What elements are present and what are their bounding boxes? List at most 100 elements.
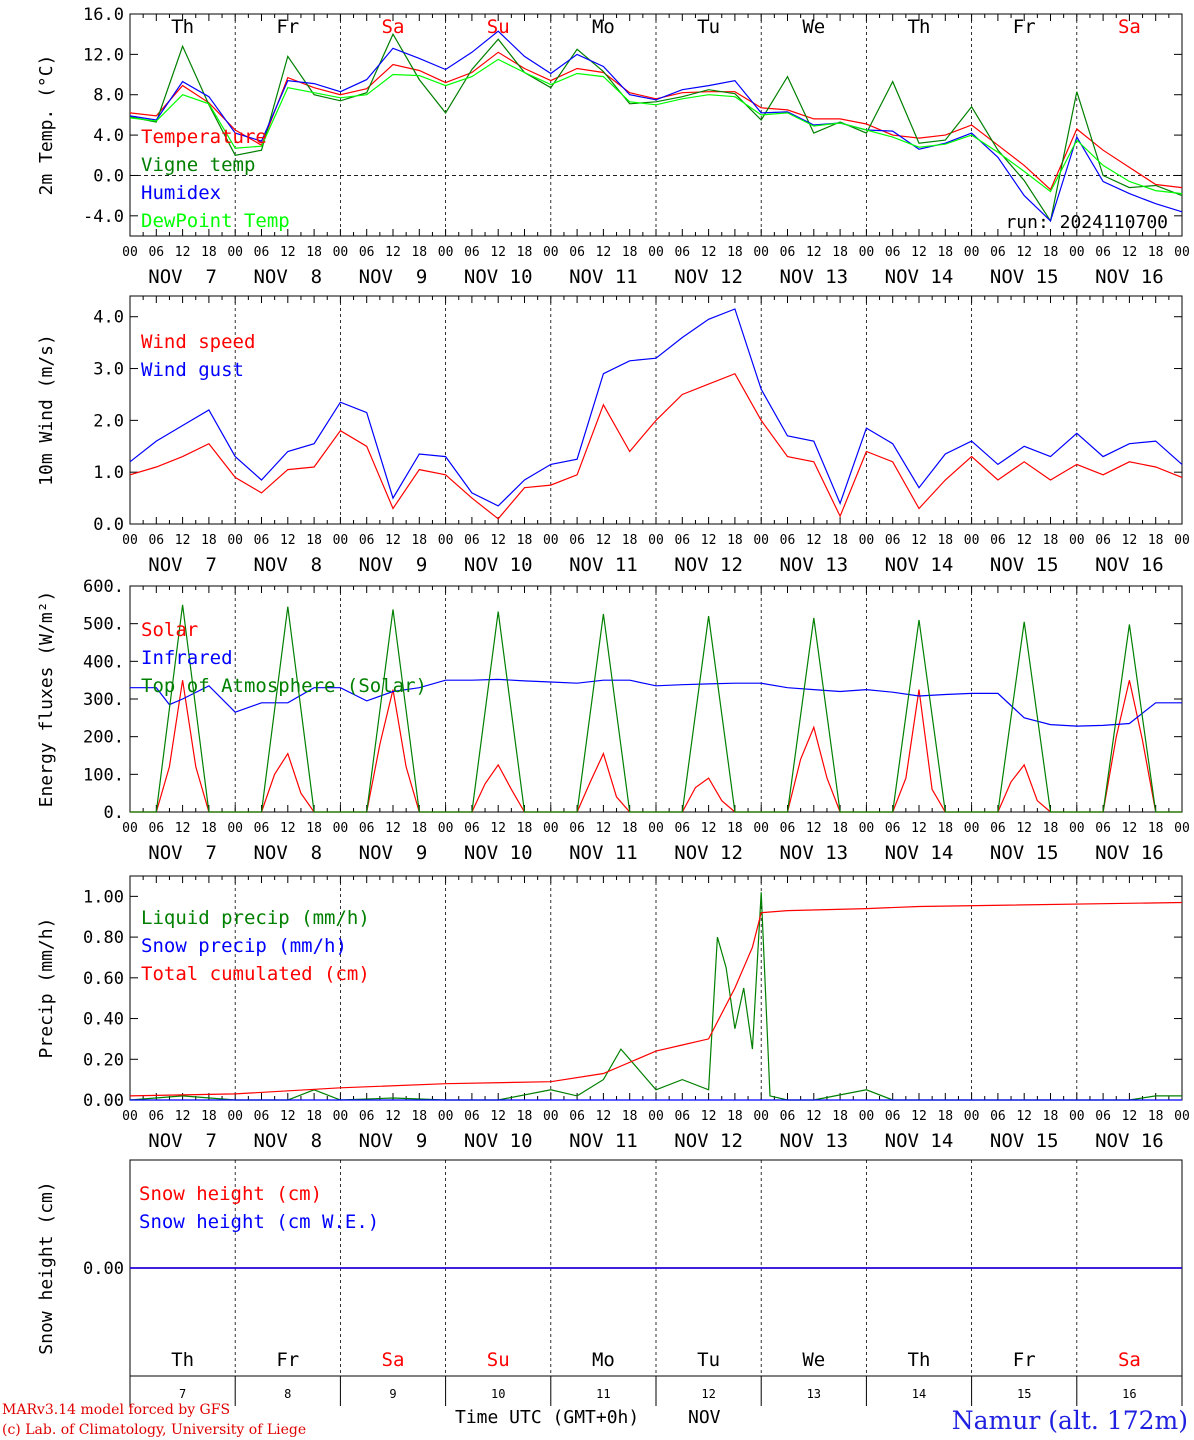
hour-label: 00 <box>227 1109 243 1124</box>
hour-label: 12 <box>175 533 191 548</box>
hour-label: 06 <box>674 533 690 548</box>
series-line-infrared <box>130 678 1182 727</box>
hour-label: 18 <box>411 245 427 260</box>
hour-label: 12 <box>1122 533 1138 548</box>
hour-label: 06 <box>674 1109 690 1124</box>
panels-layer: 16.0 12.0 8.0 4.0 0.0 -4.0 2m Temp. (°C) Temper… <box>36 5 1190 1377</box>
date-label: NOV 11 <box>569 1130 638 1152</box>
hour-label: 18 <box>411 821 427 836</box>
date-label: NOV 9 <box>359 842 428 864</box>
hour-label: 00 <box>1069 821 1085 836</box>
hour-label: 18 <box>832 245 848 260</box>
hour-label: 00 <box>122 1109 138 1124</box>
date-label: NOV 11 <box>569 266 638 288</box>
hour-label: 12 <box>806 533 822 548</box>
y-tick-label: 0.20 <box>83 1050 124 1070</box>
hour-label: 06 <box>885 1109 901 1124</box>
hour-label: 06 <box>254 245 270 260</box>
hour-label: 00 <box>1069 245 1085 260</box>
legend-entry: DewPoint Temp <box>141 210 290 232</box>
hour-label: 00 <box>648 821 664 836</box>
hour-label: 06 <box>780 245 796 260</box>
hour-label: 12 <box>1016 533 1032 548</box>
hour-label: 06 <box>254 533 270 548</box>
series-line-wind-speed <box>129 372 1183 520</box>
hour-label: 00 <box>648 533 664 548</box>
hour-label: 06 <box>1095 533 1111 548</box>
date-label: NOV 14 <box>885 266 954 288</box>
hour-label: 06 <box>464 821 480 836</box>
date-label: NOV 13 <box>779 842 848 864</box>
day-number: 10 <box>491 1387 505 1401</box>
hour-label: 06 <box>885 821 901 836</box>
hour-label: 18 <box>622 821 638 836</box>
date-label: NOV 11 <box>569 842 638 864</box>
hour-label: 12 <box>385 1109 401 1124</box>
hour-label: 06 <box>780 821 796 836</box>
date-label: NOV 15 <box>990 1130 1059 1152</box>
hour-label: 18 <box>832 1109 848 1124</box>
hour-label: 18 <box>517 821 533 836</box>
hour-label: 06 <box>254 1109 270 1124</box>
hour-label: 12 <box>1122 245 1138 260</box>
y-axis-title: Energy fluxes (W/m²) <box>36 591 57 808</box>
y-tick-label: 8.0 <box>93 86 124 106</box>
date-label: NOV 9 <box>359 1130 428 1152</box>
day-number: 15 <box>1017 1387 1031 1401</box>
hour-label: 18 <box>622 245 638 260</box>
hour-label: 06 <box>1095 821 1111 836</box>
date-label: NOV 14 <box>885 554 954 576</box>
hour-label: 06 <box>569 245 585 260</box>
weekday-label: Fr <box>1013 1349 1036 1371</box>
legend-entry: Top of Atmosphere (Solar) <box>141 675 427 697</box>
y-tick-label: 16.0 <box>83 5 124 25</box>
hour-label: 12 <box>490 533 506 548</box>
hour-label: 00 <box>227 821 243 836</box>
hour-label: 12 <box>596 533 612 548</box>
weekday-label: Mo <box>592 1349 615 1371</box>
legend-entry: Temperature <box>141 126 267 148</box>
weekday-label: Th <box>171 1349 194 1371</box>
date-label: NOV 16 <box>1095 1130 1164 1152</box>
y-tick-label: 3.0 <box>93 360 124 380</box>
hour-label: 12 <box>596 821 612 836</box>
hour-label: 12 <box>490 245 506 260</box>
hour-label: 00 <box>543 245 559 260</box>
y-tick-label: 0.80 <box>83 928 124 948</box>
hour-label: 06 <box>359 245 375 260</box>
station-label: Namur (alt. 172m) <box>952 1406 1188 1435</box>
series-line-dewpoint-temp <box>129 58 1183 195</box>
hour-label: 18 <box>937 821 953 836</box>
hour-label: 12 <box>701 821 717 836</box>
date-label: NOV 16 <box>1095 554 1164 576</box>
day-number: 11 <box>596 1387 610 1401</box>
y-tick-label: 0. <box>104 803 124 823</box>
hour-label: 00 <box>964 533 980 548</box>
date-label: NOV 9 <box>359 266 428 288</box>
hour-label: 12 <box>1122 821 1138 836</box>
panel-precip: 1.00 0.80 0.60 0.40 0.20 0.00 Precip (mm/h) Liq… <box>36 875 1190 1152</box>
weekday-label: Th <box>171 16 194 38</box>
y-tick-label: 4.0 <box>93 308 124 328</box>
hour-label: 18 <box>517 1109 533 1124</box>
legend-entry: Solar <box>141 619 198 641</box>
hour-label: 06 <box>569 821 585 836</box>
hour-label: 00 <box>1174 533 1190 548</box>
date-label: NOV 12 <box>674 266 743 288</box>
hour-label: 12 <box>911 245 927 260</box>
hour-label: 12 <box>911 821 927 836</box>
legend-entry: Snow precip (mm/h) <box>141 935 347 957</box>
hour-label: 12 <box>385 245 401 260</box>
hour-label: 12 <box>1122 1109 1138 1124</box>
hour-label: 06 <box>254 821 270 836</box>
date-label: NOV 10 <box>464 1130 533 1152</box>
date-label: NOV 13 <box>779 554 848 576</box>
date-label: NOV 7 <box>148 554 217 576</box>
legend-entry: Wind speed <box>141 331 255 353</box>
hour-label: 12 <box>280 245 296 260</box>
hour-label: 18 <box>1148 533 1164 548</box>
hour-label: 00 <box>964 245 980 260</box>
day-number: 16 <box>1122 1387 1136 1401</box>
hour-label: 18 <box>1043 1109 1059 1124</box>
date-label: NOV 12 <box>674 554 743 576</box>
